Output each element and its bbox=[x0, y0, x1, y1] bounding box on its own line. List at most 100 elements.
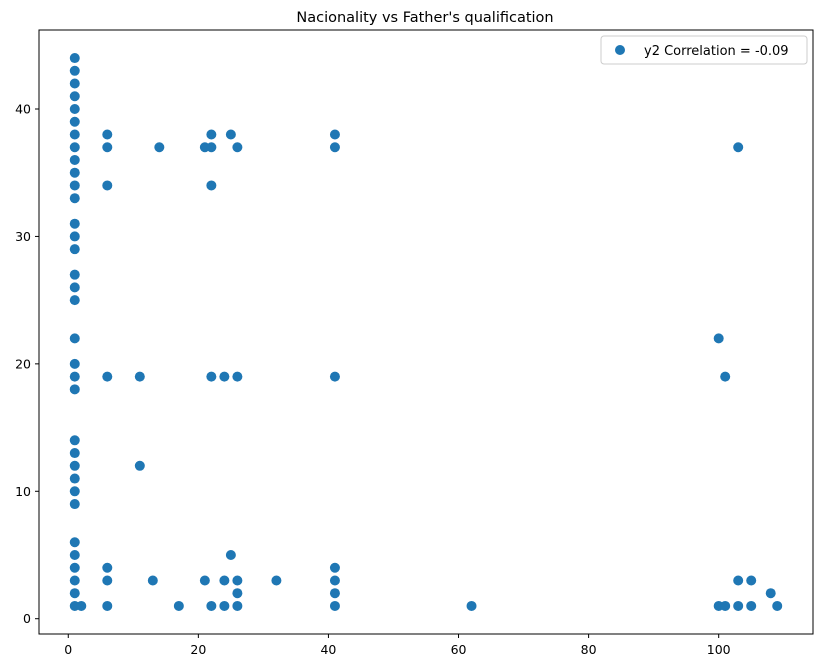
data-point bbox=[69, 180, 80, 191]
data-point bbox=[219, 600, 230, 611]
x-tick-label: 40 bbox=[320, 642, 336, 657]
data-point bbox=[69, 154, 80, 165]
data-point bbox=[69, 142, 80, 153]
data-point bbox=[772, 600, 783, 611]
data-point bbox=[69, 104, 80, 114]
data-point bbox=[69, 218, 80, 229]
y-tick-label: 10 bbox=[15, 484, 31, 499]
data-point bbox=[271, 575, 282, 586]
data-point bbox=[69, 193, 80, 204]
legend: y2 Correlation = -0.09 bbox=[600, 35, 808, 65]
data-point bbox=[746, 600, 757, 611]
x-tick-label: 80 bbox=[581, 642, 597, 657]
x-tick-label: 20 bbox=[190, 642, 206, 657]
data-point bbox=[733, 600, 744, 611]
data-point bbox=[329, 575, 340, 586]
legend-marker bbox=[615, 45, 625, 55]
data-point bbox=[102, 600, 113, 611]
data-point bbox=[69, 295, 80, 306]
data-point bbox=[232, 575, 243, 586]
data-point bbox=[69, 129, 80, 140]
x-tick-label: 100 bbox=[707, 642, 731, 657]
data-point bbox=[720, 371, 731, 382]
data-point bbox=[69, 588, 80, 599]
data-point bbox=[147, 575, 158, 586]
y-tick-label: 0 bbox=[23, 611, 31, 626]
data-point bbox=[69, 91, 80, 102]
data-point bbox=[329, 371, 340, 382]
data-point bbox=[69, 435, 80, 446]
data-point bbox=[69, 486, 80, 497]
data-point bbox=[466, 600, 477, 611]
legend-box bbox=[600, 35, 808, 65]
data-point bbox=[232, 142, 243, 153]
data-point bbox=[225, 550, 236, 560]
data-point bbox=[225, 129, 236, 140]
data-point bbox=[206, 142, 217, 153]
data-point bbox=[69, 575, 80, 586]
data-point bbox=[69, 448, 80, 459]
data-point bbox=[76, 600, 87, 611]
data-point bbox=[69, 473, 80, 484]
y-axis: 0 10 20 30 40 bbox=[15, 102, 39, 626]
y-tick-label: 40 bbox=[15, 102, 31, 117]
data-point bbox=[746, 575, 757, 586]
data-point bbox=[329, 562, 340, 573]
x-tick-label: 60 bbox=[451, 642, 467, 657]
data-point bbox=[69, 371, 80, 382]
x-axis: 0 20 40 60 80 100 bbox=[64, 634, 731, 657]
data-point bbox=[102, 142, 113, 153]
data-point bbox=[69, 231, 80, 242]
data-point bbox=[733, 142, 744, 153]
data-point bbox=[69, 167, 80, 178]
data-point bbox=[219, 575, 230, 586]
data-point bbox=[102, 371, 113, 382]
data-point bbox=[199, 575, 210, 586]
data-point bbox=[69, 499, 80, 510]
data-point bbox=[232, 588, 243, 599]
data-point bbox=[232, 600, 243, 611]
data-point bbox=[69, 550, 80, 560]
chart-title: Nacionality vs Father's qualification bbox=[296, 10, 553, 26]
data-point bbox=[134, 460, 145, 471]
data-point bbox=[102, 562, 113, 573]
data-point bbox=[69, 53, 80, 64]
data-point bbox=[69, 116, 80, 127]
data-point bbox=[69, 244, 80, 255]
data-point bbox=[102, 180, 113, 191]
data-point bbox=[206, 600, 217, 611]
data-point bbox=[713, 333, 724, 344]
data-point bbox=[102, 575, 113, 586]
data-point bbox=[232, 371, 243, 382]
plot-frame bbox=[38, 29, 814, 635]
data-point bbox=[219, 371, 230, 382]
data-point bbox=[69, 333, 80, 344]
data-point bbox=[206, 180, 217, 191]
data-point bbox=[154, 142, 165, 153]
data-point bbox=[765, 588, 776, 599]
data-point bbox=[69, 269, 80, 280]
y-tick-label: 30 bbox=[15, 229, 31, 244]
data-point bbox=[329, 142, 340, 153]
points-layer bbox=[69, 53, 783, 611]
data-point bbox=[206, 129, 217, 140]
data-point bbox=[206, 371, 217, 382]
data-point bbox=[102, 129, 113, 140]
data-point bbox=[720, 600, 731, 611]
data-point bbox=[329, 600, 340, 611]
data-point bbox=[69, 460, 80, 471]
y-tick-label: 20 bbox=[15, 356, 31, 371]
data-point bbox=[69, 358, 80, 369]
data-point bbox=[69, 282, 80, 293]
x-tick-label: 0 bbox=[64, 642, 72, 657]
data-point bbox=[134, 371, 145, 382]
data-point bbox=[69, 78, 80, 89]
data-point bbox=[69, 65, 80, 76]
data-point bbox=[69, 562, 80, 573]
data-point bbox=[329, 129, 340, 140]
data-point bbox=[329, 588, 340, 599]
legend-label: y2 Correlation = -0.09 bbox=[644, 44, 789, 59]
data-point bbox=[733, 575, 744, 586]
